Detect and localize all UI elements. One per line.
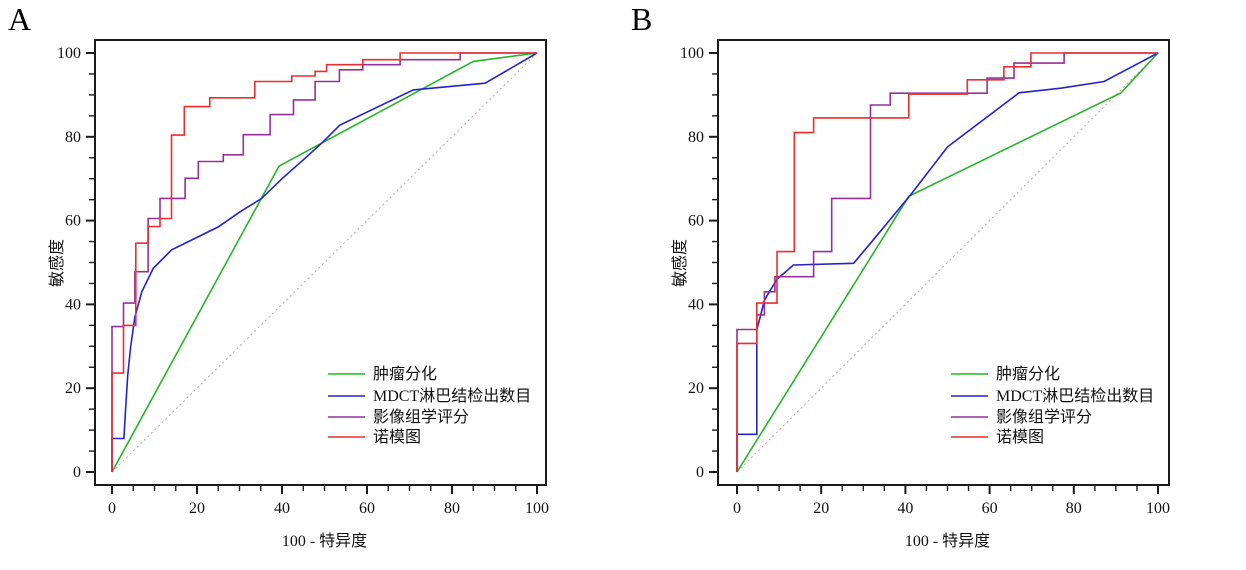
y-tick-label: 60	[65, 213, 81, 230]
x-axis-label: 100 - 特异度	[282, 532, 367, 550]
y-tick-label: 20	[688, 380, 704, 397]
reference-diagonal	[111, 52, 538, 473]
y-axis-label: 敏感度	[671, 239, 689, 287]
series-肿瘤分化	[736, 52, 1159, 473]
legend-label-MDCT淋巴结检出数目: MDCT淋巴结检出数目	[996, 387, 1154, 405]
series-MDCT淋巴结检出数目	[736, 52, 1159, 472]
series-影像组学评分	[736, 52, 1158, 472]
legend-label-诺模图: 诺模图	[996, 428, 1044, 446]
y-axis-label: 敏感度	[48, 239, 66, 287]
x-tick-label: 80	[444, 500, 460, 517]
x-tick-label: 20	[813, 500, 829, 517]
series-肿瘤分化	[111, 52, 538, 473]
x-tick-label: 100	[525, 500, 549, 517]
axis-frame	[717, 39, 1170, 486]
legend-label-影像组学评分: 影像组学评分	[373, 408, 469, 426]
y-tick-label: 80	[65, 129, 81, 146]
panel-B: B 0 20 40 60 80 100 0 20 40 60 80 100 100 - 特异度 敏感度肿瘤…	[623, 0, 1246, 570]
axis-frame	[94, 39, 547, 486]
legend-label-诺模图: 诺模图	[373, 428, 421, 446]
series-诺模图	[736, 52, 1158, 472]
x-tick-label: 40	[897, 500, 913, 517]
x-tick-label: 0	[108, 500, 116, 517]
x-tick-label: 0	[733, 500, 741, 517]
y-tick-label: 20	[65, 380, 81, 397]
y-tick-label: 60	[688, 213, 704, 230]
series-诺模图	[111, 52, 537, 472]
x-tick-label: 60	[982, 500, 998, 517]
x-tick-label: 60	[359, 500, 375, 517]
legend-label-肿瘤分化: 肿瘤分化	[996, 365, 1060, 383]
roc-plot-B: 0 20 40 60 80 100 0 20 40 60 80 100 100 - 特异度 敏感度肿瘤分化…	[671, 39, 1170, 550]
y-tick-label: 0	[696, 464, 704, 481]
y-tick-label: 100	[57, 45, 81, 62]
panel-label-B: B	[631, 1, 653, 37]
y-tick-label: 40	[65, 296, 81, 313]
y-tick-label: 40	[688, 296, 704, 313]
reference-diagonal	[736, 52, 1159, 473]
x-axis-label: 100 - 特异度	[905, 532, 990, 550]
y-tick-label: 80	[688, 129, 704, 146]
x-tick-label: 20	[189, 500, 205, 517]
y-tick-label: 0	[73, 464, 81, 481]
legend-label-MDCT淋巴结检出数目: MDCT淋巴结检出数目	[373, 387, 531, 405]
panel-label-A: A	[8, 1, 32, 37]
x-tick-label: 40	[274, 500, 290, 517]
x-tick-label: 100	[1146, 500, 1170, 517]
series-MDCT淋巴结检出数目	[111, 52, 538, 472]
legend-label-肿瘤分化: 肿瘤分化	[373, 365, 437, 383]
legend-label-影像组学评分: 影像组学评分	[996, 408, 1092, 426]
roc-plot-A: 0 20 40 60 80 100 0 20 40 60 80 100 100 - 特异度 敏感度肿瘤分化…	[48, 39, 549, 550]
y-tick-label: 100	[680, 45, 704, 62]
x-tick-label: 80	[1066, 500, 1082, 517]
panel-A: A 0 20 40 60 80 100 0 20 40 60 80 100 100 - 特异度 敏感度肿瘤…	[8, 1, 549, 550]
series-影像组学评分	[111, 52, 537, 472]
